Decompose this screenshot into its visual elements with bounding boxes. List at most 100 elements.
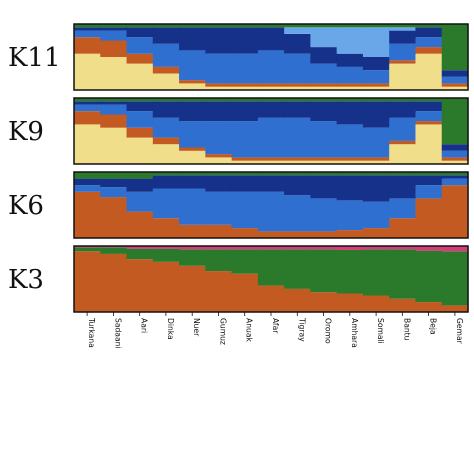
- bar-k11-gemar-s5: [441, 24, 469, 71]
- bar-k6-afar-s3: [257, 172, 285, 176]
- bar-k6-gumuz-s1: [205, 191, 233, 225]
- bar-k11-somali-s0: [362, 86, 390, 90]
- bar-k3-amhara-s2: [336, 246, 364, 250]
- bar-k3-nuer-s2: [179, 246, 206, 250]
- bar-k3-gemar-s1: [441, 251, 469, 306]
- bar-k9-somali-s1: [362, 157, 390, 161]
- bar-k11-gemar-s3: [441, 70, 469, 77]
- bar-k6-beja-s0: [415, 198, 443, 238]
- bar-k9-gumuz-s0: [205, 157, 233, 164]
- bar-k11-beja-s2: [415, 37, 443, 48]
- bar-k11-anuak-s5: [231, 24, 259, 28]
- bar-k9-beja-s4: [415, 98, 443, 102]
- population-label: Oromo: [324, 318, 333, 344]
- bar-k11-amhara-s0: [336, 86, 364, 90]
- bar-k9-dinka-s0: [152, 144, 180, 164]
- bar-k11-gumuz-s0: [205, 86, 233, 90]
- bar-k9-gumuz-s4: [205, 98, 233, 102]
- population-labels: Turkana Sadaani Aari Dinka Nuer Gumuz Anuak Afa…: [86, 312, 464, 349]
- bar-k11-tigray-s1: [284, 83, 311, 87]
- bar-k11-nuer-s1: [179, 80, 206, 84]
- bar-k9-beja-s0: [415, 124, 443, 164]
- bar-k3-aari-s0: [126, 259, 154, 312]
- bar-k3-dinka-s2: [152, 246, 180, 249]
- bar-k11-beja-s1: [415, 47, 443, 54]
- bar-k6-amhara-s3: [336, 172, 364, 176]
- bar-k9-nuer-s4: [179, 98, 206, 102]
- bar-k9-aari-s0: [126, 137, 154, 164]
- bar-k11-oromo-s0: [310, 86, 338, 90]
- bar-k6-aari-s0: [126, 211, 154, 238]
- panel-k6: [73, 171, 469, 239]
- bar-k11-turkana-s2: [74, 30, 101, 38]
- bar-k9-oromo-s2: [310, 121, 338, 158]
- bar-k11-turkana-s0: [74, 53, 101, 90]
- bar-k3-nuer-s1: [179, 249, 206, 266]
- bar-k9-gemar-s4: [441, 98, 469, 145]
- bar-k3-gumuz-s2: [205, 246, 233, 250]
- bar-k3-afar-s1: [257, 249, 285, 286]
- bar-k11-somali-s3: [362, 57, 390, 71]
- bar-k6-afar-s1: [257, 191, 285, 232]
- bar-k11-nuer-s2: [179, 50, 206, 81]
- bar-k6-bantu-s1: [389, 198, 417, 219]
- bar-k9-bantu-s1: [389, 140, 417, 145]
- bar-k11-dinka-s0: [152, 73, 180, 90]
- bar-k9-tigray-s2: [284, 117, 311, 158]
- bar-k9-dinka-s1: [152, 137, 180, 145]
- population-label: Anuak: [245, 318, 254, 342]
- bar-k9-amhara-s3: [336, 101, 364, 125]
- bar-k6-aari-s3: [126, 172, 154, 179]
- bar-k3-dinka-s1: [152, 248, 180, 262]
- bar-k6-oromo-s0: [310, 231, 338, 238]
- bar-k3-aari-s1: [126, 248, 154, 260]
- bar-k6-nuer-s1: [179, 188, 206, 225]
- bar-k3-amhara-s0: [336, 293, 364, 312]
- panel-frame: [73, 171, 469, 239]
- bar-k6-beja-s3: [415, 172, 443, 176]
- population-label: Turkana: [87, 317, 96, 348]
- bar-k11-tigray-s2: [284, 53, 311, 84]
- bar-k9-tigray-s0: [284, 160, 311, 164]
- bar-k11-dinka-s1: [152, 66, 180, 74]
- bar-k11-amhara-s2: [336, 66, 364, 84]
- bar-k9-gemar-s2: [441, 150, 469, 158]
- bar-k9-bantu-s2: [389, 117, 417, 141]
- panel-frame: [73, 23, 469, 91]
- bar-k11-sadaani-s3: [100, 27, 128, 31]
- bar-k11-gumuz-s5: [205, 24, 233, 28]
- bar-k3-somali-s1: [362, 249, 390, 296]
- bar-k6-dinka-s0: [152, 218, 180, 238]
- bar-k11-turkana-s1: [74, 37, 101, 54]
- bar-k3-bantu-s2: [389, 246, 417, 250]
- bar-k11-afar-s0: [257, 86, 285, 90]
- bar-k3-sadaani-s1: [100, 247, 128, 254]
- bar-k9-somali-s2: [362, 127, 390, 158]
- bar-k9-aari-s3: [126, 101, 154, 112]
- bar-k11-dinka-s5: [152, 24, 180, 28]
- bar-k6-turkana-s2: [74, 178, 101, 186]
- bar-k11-beja-s0: [415, 53, 443, 90]
- bar-k6-nuer-s3: [179, 172, 206, 176]
- bar-k3-oromo-s2: [310, 246, 338, 250]
- bar-k9-tigray-s3: [284, 101, 311, 118]
- bar-k6-beja-s1: [415, 185, 443, 199]
- bar-k9-dinka-s4: [152, 98, 180, 102]
- bar-k9-oromo-s0: [310, 160, 338, 164]
- bar-k9-gemar-s1: [441, 157, 469, 161]
- bar-k11-beja-s5: [415, 24, 443, 28]
- bar-k3-oromo-s0: [310, 292, 338, 312]
- bar-k11-turkana-s3: [74, 27, 101, 31]
- bar-k6-bantu-s3: [389, 172, 417, 176]
- bar-k6-aari-s2: [126, 178, 154, 192]
- population-label: Tigray: [297, 317, 306, 342]
- bar-k11-aari-s5: [126, 24, 154, 28]
- bar-k6-gemar-s0: [441, 185, 469, 238]
- bar-k3-beja-s2: [415, 246, 443, 251]
- bar-k6-somali-s0: [362, 228, 390, 238]
- bar-k6-gumuz-s3: [205, 172, 233, 176]
- bar-k9-turkana-s0: [74, 124, 101, 164]
- bar-k9-tigray-s4: [284, 98, 311, 102]
- bar-k11-gemar-s1: [441, 83, 469, 87]
- bar-k9-amhara-s2: [336, 124, 364, 158]
